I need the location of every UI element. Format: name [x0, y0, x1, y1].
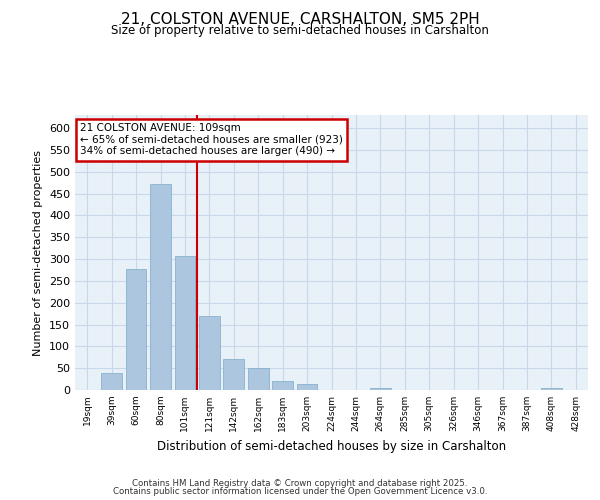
X-axis label: Distribution of semi-detached houses by size in Carshalton: Distribution of semi-detached houses by … — [157, 440, 506, 452]
Text: 21, COLSTON AVENUE, CARSHALTON, SM5 2PH: 21, COLSTON AVENUE, CARSHALTON, SM5 2PH — [121, 12, 479, 28]
Bar — [175, 256, 196, 390]
Bar — [150, 184, 171, 390]
Bar — [248, 368, 269, 390]
Y-axis label: Number of semi-detached properties: Number of semi-detached properties — [34, 150, 43, 356]
Bar — [541, 388, 562, 390]
Bar — [125, 268, 146, 390]
Text: 21 COLSTON AVENUE: 109sqm
← 65% of semi-detached houses are smaller (923)
34% of: 21 COLSTON AVENUE: 109sqm ← 65% of semi-… — [80, 123, 343, 156]
Bar — [101, 372, 122, 390]
Bar — [370, 388, 391, 390]
Bar — [272, 382, 293, 390]
Text: Contains public sector information licensed under the Open Government Licence v3: Contains public sector information licen… — [113, 487, 487, 496]
Bar — [223, 358, 244, 390]
Text: Contains HM Land Registry data © Crown copyright and database right 2025.: Contains HM Land Registry data © Crown c… — [132, 478, 468, 488]
Text: Size of property relative to semi-detached houses in Carshalton: Size of property relative to semi-detach… — [111, 24, 489, 37]
Bar — [296, 384, 317, 390]
Bar — [199, 316, 220, 390]
